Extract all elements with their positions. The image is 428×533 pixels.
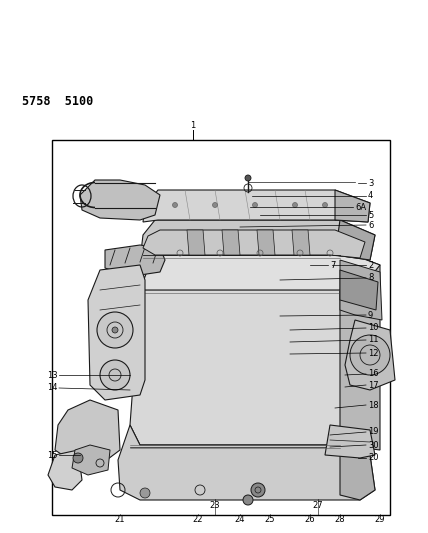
Text: 25: 25 — [265, 515, 275, 524]
Polygon shape — [130, 250, 355, 445]
Circle shape — [100, 360, 130, 390]
Text: 6A: 6A — [355, 203, 366, 212]
Text: 7: 7 — [330, 261, 336, 270]
Text: 9: 9 — [368, 311, 373, 319]
Text: 2: 2 — [368, 261, 373, 270]
Text: 17: 17 — [368, 381, 379, 390]
Polygon shape — [187, 230, 205, 255]
Text: 24: 24 — [235, 515, 245, 524]
Text: 28: 28 — [335, 515, 345, 524]
Bar — [52, 140, 390, 515]
Polygon shape — [340, 250, 380, 450]
Polygon shape — [143, 190, 370, 222]
Polygon shape — [340, 260, 382, 320]
Polygon shape — [48, 450, 82, 490]
Polygon shape — [340, 445, 375, 500]
Text: 27: 27 — [313, 500, 323, 510]
Text: 30: 30 — [368, 440, 379, 449]
Polygon shape — [222, 230, 240, 255]
Text: 26: 26 — [305, 515, 315, 524]
Circle shape — [112, 327, 118, 333]
Circle shape — [292, 203, 297, 207]
Text: 13: 13 — [48, 370, 58, 379]
Text: 16: 16 — [368, 369, 379, 378]
Text: 14: 14 — [48, 384, 58, 392]
Text: 5758  5100: 5758 5100 — [22, 95, 93, 108]
Polygon shape — [143, 230, 365, 258]
Circle shape — [251, 483, 265, 497]
Text: 18: 18 — [368, 400, 379, 409]
Text: 15: 15 — [48, 450, 58, 459]
Polygon shape — [257, 230, 275, 255]
Polygon shape — [325, 425, 375, 458]
Circle shape — [172, 203, 178, 207]
Polygon shape — [140, 220, 375, 260]
Polygon shape — [345, 320, 395, 390]
Text: 20: 20 — [368, 454, 378, 463]
Circle shape — [323, 203, 327, 207]
Text: 6: 6 — [368, 221, 373, 230]
Polygon shape — [335, 190, 370, 222]
Circle shape — [97, 312, 133, 348]
Circle shape — [245, 175, 251, 181]
Text: 1: 1 — [190, 120, 196, 130]
Circle shape — [140, 488, 150, 498]
Text: 22: 22 — [193, 515, 203, 524]
Polygon shape — [340, 270, 378, 310]
Polygon shape — [72, 445, 110, 475]
Text: 8: 8 — [368, 273, 373, 282]
Polygon shape — [292, 230, 310, 255]
Polygon shape — [88, 265, 145, 400]
Polygon shape — [80, 180, 160, 220]
Text: 5: 5 — [368, 211, 373, 220]
Polygon shape — [140, 250, 380, 290]
Circle shape — [243, 495, 253, 505]
Text: 10: 10 — [368, 324, 378, 333]
Text: 23: 23 — [210, 500, 220, 510]
Text: 12: 12 — [368, 349, 378, 358]
Text: 21: 21 — [115, 515, 125, 524]
Circle shape — [73, 453, 83, 463]
Polygon shape — [118, 425, 375, 500]
Text: 29: 29 — [375, 515, 385, 524]
Polygon shape — [335, 220, 375, 260]
Text: 3: 3 — [368, 179, 373, 188]
Circle shape — [212, 203, 217, 207]
Circle shape — [253, 203, 258, 207]
Polygon shape — [55, 400, 120, 465]
Polygon shape — [105, 245, 165, 275]
Text: 4: 4 — [368, 191, 373, 200]
Text: 19: 19 — [368, 427, 378, 437]
Text: 11: 11 — [368, 335, 378, 344]
Circle shape — [350, 335, 390, 375]
